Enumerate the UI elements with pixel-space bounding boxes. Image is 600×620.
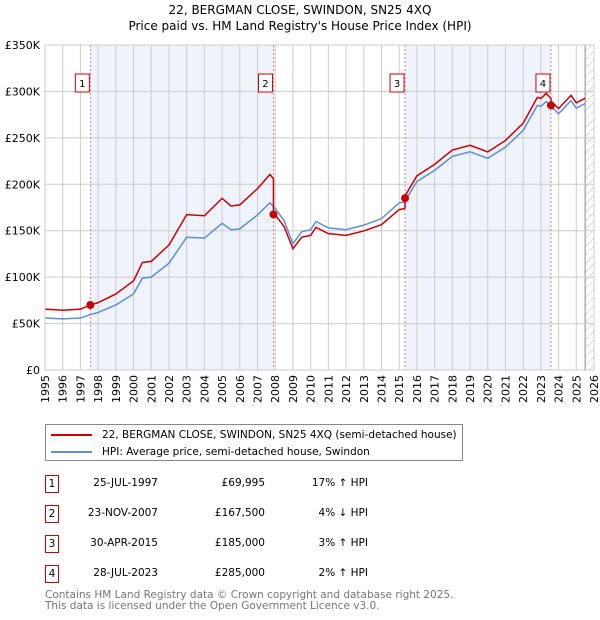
x-tick-label: 2017 [429, 375, 442, 403]
legend-label-hpi: HPI: Average price, semi-detached house,… [102, 446, 370, 458]
sale-point [401, 194, 410, 203]
sale-point [546, 101, 555, 110]
x-tick-label: 1996 [57, 375, 70, 403]
x-tick-label: 2002 [163, 375, 176, 403]
sale-point [269, 210, 278, 219]
y-tick-label: £350K [5, 39, 41, 52]
x-tick-label: 2013 [358, 375, 371, 403]
sale-number: 1 [45, 475, 59, 493]
x-tick-label: 2011 [322, 375, 335, 403]
chart-subtitle: Price paid vs. HM Land Registry's House … [128, 19, 472, 33]
x-tick-label: 2007 [252, 375, 265, 403]
sale-label-number: 4 [540, 79, 546, 90]
y-tick-label: £200K [5, 178, 41, 191]
y-tick-label: £300K [5, 85, 41, 98]
x-tick-label: 2020 [482, 375, 495, 403]
ownership-shade [405, 45, 551, 370]
sale-hpi-diff: 3% ↑ HPI [318, 537, 368, 549]
sale-row: 2 23-NOV-2007 £167,500 4% ↓ HPI [45, 505, 375, 525]
y-tick-label: £0 [26, 364, 40, 377]
plot-frame [44, 44, 595, 371]
x-tick-label: 2010 [305, 375, 318, 403]
legend-item-property: 22, BERGMAN CLOSE, SWINDON, SN25 4XQ (se… [51, 428, 457, 442]
legend-item-hpi: HPI: Average price, semi-detached house,… [51, 445, 370, 459]
x-tick-label: 2025 [570, 375, 583, 403]
x-tick-label: 2024 [553, 375, 566, 403]
x-tick-label: 2026 [588, 375, 600, 403]
sale-price: £185,000 [214, 537, 265, 549]
x-tick-label: 2021 [499, 375, 512, 403]
sale-row: 3 30-APR-2015 £185,000 3% ↑ HPI [45, 535, 375, 555]
sale-date: 25-JUL-1997 [93, 477, 158, 489]
x-tick-label: 2023 [535, 375, 548, 403]
property-price-line [44, 92, 586, 311]
x-tick-label: 2009 [287, 375, 300, 403]
sale-row: 4 28-JUL-2023 £285,000 2% ↑ HPI [45, 565, 375, 585]
sale-hpi-diff: 17% ↑ HPI [311, 477, 368, 489]
x-tick-label: 2003 [181, 375, 194, 403]
x-tick-label: 2001 [145, 375, 158, 403]
chart-title: 22, BERGMAN CLOSE, SWINDON, SN25 4XQ [168, 3, 432, 17]
sale-number: 4 [45, 565, 59, 583]
sale-label-box [535, 73, 551, 93]
sale-price: £69,995 [221, 477, 265, 489]
x-tick-label: 2018 [446, 375, 459, 403]
x-tick-label: 2008 [269, 375, 282, 403]
x-tick-label: 2012 [340, 375, 353, 403]
y-tick-label: £250K [5, 132, 41, 145]
x-tick-label: 2006 [234, 375, 247, 403]
y-tick-label: £50K [12, 318, 41, 331]
sale-hpi-diff: 4% ↓ HPI [318, 507, 368, 519]
ownership-shade [90, 45, 274, 370]
sale-label-number: 1 [79, 79, 85, 90]
sale-price: £285,000 [214, 567, 265, 579]
x-tick-label: 2015 [393, 375, 406, 403]
sale-date: 23-NOV-2007 [87, 507, 158, 519]
sale-number: 2 [45, 505, 59, 523]
sale-label-box [74, 73, 90, 93]
forecast-hatch [585, 45, 594, 370]
y-tick-label: £150K [5, 225, 41, 238]
x-tick-label: 1995 [39, 375, 52, 403]
x-tick-label: 2016 [411, 375, 424, 403]
sale-date: 30-APR-2015 [90, 537, 158, 549]
x-tick-label: 1999 [110, 375, 123, 403]
x-tick-label: 2005 [216, 375, 229, 403]
sale-hpi-diff: 2% ↑ HPI [318, 567, 368, 579]
legend-swatch-property [51, 434, 92, 436]
footer-copyright: Contains HM Land Registry data © Crown c… [45, 589, 454, 601]
x-tick-label: 1997 [74, 375, 87, 403]
legend: 22, BERGMAN CLOSE, SWINDON, SN25 4XQ (se… [45, 424, 463, 461]
price-chart: 1995 1996 1997 1998 1999 2000 2001 2002 2003 2004… [5, 39, 600, 403]
x-tick-label: 2019 [464, 375, 477, 403]
sale-date: 28-JUL-2023 [93, 567, 158, 579]
x-tick-label: 1998 [92, 375, 105, 403]
x-tick-label: 2004 [198, 375, 211, 403]
hpi-line [44, 99, 586, 320]
legend-swatch-hpi [51, 451, 92, 453]
sale-label-number: 3 [394, 79, 400, 90]
sale-label-number: 2 [262, 79, 268, 90]
sale-row: 1 25-JUL-1997 £69,995 17% ↑ HPI [45, 475, 375, 495]
sale-label-box [257, 73, 273, 93]
legend-label-property: 22, BERGMAN CLOSE, SWINDON, SN25 4XQ (se… [102, 429, 457, 441]
y-tick-label: £100K [5, 271, 41, 284]
sale-label-box [389, 73, 405, 93]
x-tick-label: 2014 [375, 375, 388, 403]
sale-price: £167,500 [214, 507, 265, 519]
sale-point [86, 301, 95, 310]
footer-licence: This data is licensed under the Open Gov… [45, 600, 380, 612]
x-tick-label: 2022 [517, 375, 530, 403]
x-tick-label: 2000 [128, 375, 141, 403]
sale-number: 3 [45, 535, 59, 553]
